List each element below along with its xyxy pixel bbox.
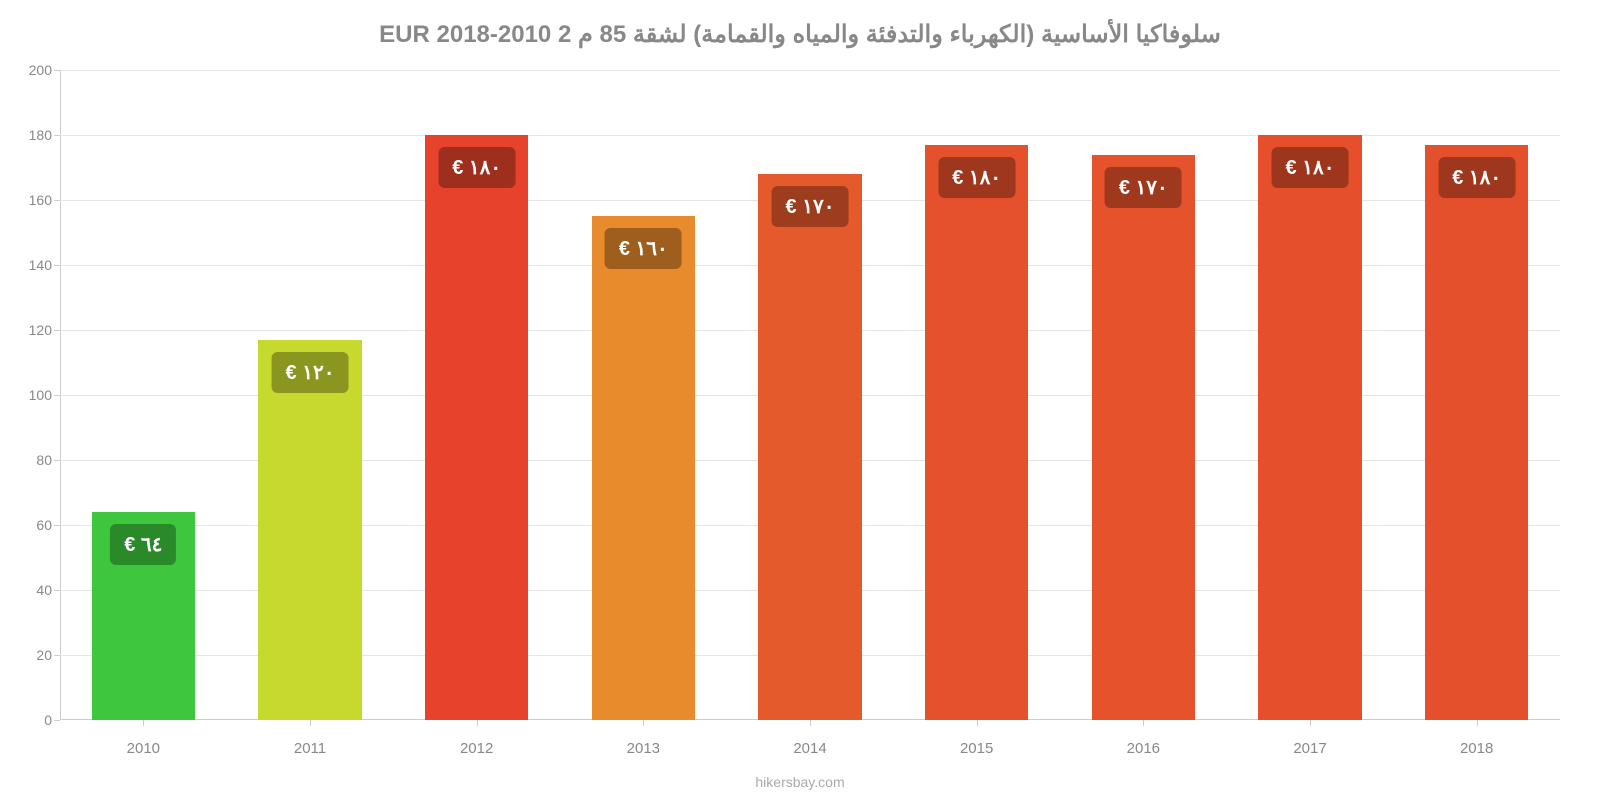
- y-tick-mark: [54, 460, 60, 461]
- y-tick-label: 140: [29, 257, 52, 273]
- bar-value-label: ١٨٠ €: [1438, 157, 1515, 198]
- x-tick-label: 2018: [1460, 740, 1493, 757]
- y-tick-mark: [54, 395, 60, 396]
- y-tick-label: 60: [36, 517, 52, 533]
- x-tick-mark: [977, 720, 978, 726]
- y-tick-mark: [54, 655, 60, 656]
- y-tick-label: 20: [36, 647, 52, 663]
- attribution-text: hikersbay.com: [755, 774, 844, 790]
- y-tick-label: 200: [29, 62, 52, 78]
- y-tick-mark: [54, 590, 60, 591]
- x-tick-label: 2012: [460, 740, 493, 757]
- bar: ١٦٠ €: [592, 216, 695, 720]
- y-tick-mark: [54, 70, 60, 71]
- bar-value-label: ١٨٠ €: [938, 157, 1015, 198]
- x-tick-label: 2014: [793, 740, 826, 757]
- bar-value-label: ١٨٠ €: [438, 147, 515, 188]
- bar: ١٨٠ €: [1258, 135, 1361, 720]
- y-tick-label: 0: [44, 712, 52, 728]
- x-tick-label: 2016: [1127, 740, 1160, 757]
- x-tick-mark: [143, 720, 144, 726]
- bar: ١٨٠ €: [925, 145, 1028, 720]
- x-tick-mark: [810, 720, 811, 726]
- bar: ١٨٠ €: [425, 135, 528, 720]
- y-tick-mark: [54, 330, 60, 331]
- x-axis-labels: 2010 2011 2012 2013 2014 2015 2016 2017 2018: [60, 730, 1560, 760]
- x-tick-mark: [1143, 720, 1144, 726]
- x-tick-mark: [643, 720, 644, 726]
- y-tick-mark: [54, 525, 60, 526]
- y-tick-mark: [54, 265, 60, 266]
- bars-container: ٦٤ € ١٢٠ € ١٨٠ € ١٦٠ € ١٧٠ € ١٨٠ € ١٧٠ € ١٨٠ € ١…: [60, 70, 1560, 720]
- y-tick-label: 100: [29, 387, 52, 403]
- bar: ١٢٠ €: [258, 340, 361, 720]
- bar: ٦٤ €: [92, 512, 195, 720]
- y-tick-label: 40: [36, 582, 52, 598]
- bar-value-label: ٦٤ €: [110, 524, 176, 565]
- y-tick-label: 180: [29, 127, 52, 143]
- y-tick-mark: [54, 200, 60, 201]
- bar-value-label: ١٧٠ €: [1105, 167, 1182, 208]
- bar-value-label: ١٧٠ €: [772, 186, 849, 227]
- x-tick-label: 2015: [960, 740, 993, 757]
- plot-area: ٦٤ € ١٢٠ € ١٨٠ € ١٦٠ € ١٧٠ € ١٨٠ € ١٧٠ € ١٨٠ € ١…: [60, 70, 1560, 720]
- bar: ١٧٠ €: [758, 174, 861, 720]
- y-tick-mark: [54, 720, 60, 721]
- x-tick-mark: [310, 720, 311, 726]
- x-tick-label: 2010: [127, 740, 160, 757]
- x-tick-mark: [477, 720, 478, 726]
- bar: ١٧٠ €: [1092, 155, 1195, 721]
- chart-title: سلوفاكيا الأساسية (الكهرباء والتدفئة وال…: [0, 0, 1600, 59]
- y-tick-label: 120: [29, 322, 52, 338]
- x-tick-mark: [1310, 720, 1311, 726]
- bar-value-label: ١٢٠ €: [272, 352, 349, 393]
- x-tick-mark: [1477, 720, 1478, 726]
- x-tick-label: 2011: [294, 740, 326, 757]
- y-tick-label: 80: [36, 452, 52, 468]
- x-tick-label: 2017: [1293, 740, 1326, 757]
- x-tick-label: 2013: [627, 740, 660, 757]
- y-tick-mark: [54, 135, 60, 136]
- bar-value-label: ١٨٠ €: [1272, 147, 1349, 188]
- bar-value-label: ١٦٠ €: [605, 228, 682, 269]
- y-tick-label: 160: [29, 192, 52, 208]
- chart-container: سلوفاكيا الأساسية (الكهرباء والتدفئة وال…: [0, 0, 1600, 800]
- bar: ١٨٠ €: [1425, 145, 1528, 720]
